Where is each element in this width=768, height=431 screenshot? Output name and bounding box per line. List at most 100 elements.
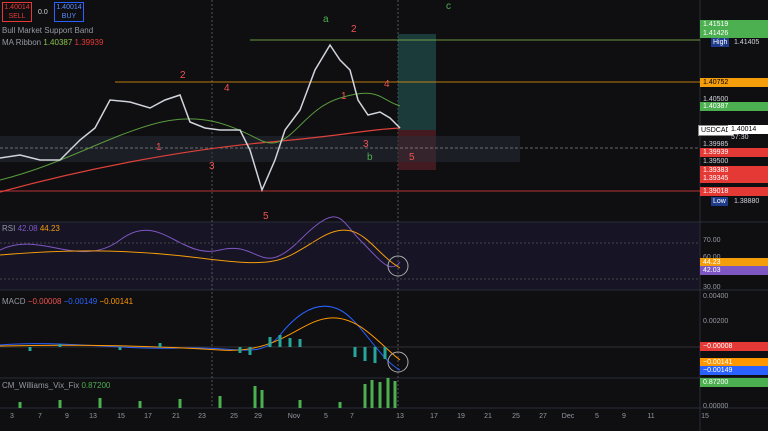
wave-label: 3 [363,139,369,150]
sell-price: 1.40014 [4,4,30,11]
wave-label: 3 [209,161,215,172]
indicator-name: RSI [2,224,16,233]
time-label: 9 [65,413,69,420]
price-label: 1.39939 [700,148,768,157]
indicator-value: 1.39939 [74,38,104,47]
sell-button[interactable]: 1.40014 SELL [2,2,32,22]
countdown: 57:30 [731,134,749,141]
rsi-label[interactable]: RSI 42.08 44.23 [2,224,60,233]
indicator-name: CM_Williams_Vix_Fix [2,381,80,390]
plot-bg [0,0,700,408]
buy-label: BUY [61,13,77,20]
indicator-value: 42.08 [17,224,38,233]
time-label: 7 [350,413,354,420]
highlight-circle [387,351,409,373]
indicator-name: MACD [2,297,26,306]
time-label: 13 [89,413,97,420]
price-label: 1.40500 [703,96,729,103]
indicator-value: 44.23 [39,224,60,233]
time-label: 25 [512,413,520,420]
time-label: 17 [144,413,152,420]
price-label: 1.39500 [703,158,729,165]
price-label: 1.41405 [734,39,760,46]
rsi-axis-label: 60.00 [700,253,768,262]
price-label: 1.38880 [734,198,760,205]
wave-label: 1 [341,91,347,102]
macd-axis-label: 0.00200 [703,318,729,325]
rsi-axis-label: 42.03 [700,266,768,275]
time-label: 13 [396,413,404,420]
ma-red [0,127,401,193]
macd-axis-label: 0.00400 [703,293,729,300]
macd-label[interactable]: MACD −0.00008 −0.00149 −0.00141 [2,297,133,306]
indicator-name: MA Ribbon [2,38,42,47]
time-label: 27 [539,413,547,420]
wave-label: c [446,1,451,12]
time-label: 11 [647,413,655,420]
price-tag: Low [711,197,728,206]
indicator-value: −0.00149 [63,297,98,306]
spread: 0.0 [38,9,48,16]
time-label: Nov [287,413,301,420]
wave-label: 1 [156,142,162,153]
wave-label: b [367,152,373,163]
rsi-pane-bg [0,222,700,290]
price-label: 1.40014 [728,125,768,134]
macd-axis-label: −0.00141 [700,358,768,367]
time-label: 23 [198,413,206,420]
price-label: 1.40387 [700,102,768,111]
highlight-circle [387,255,409,277]
time-label: 17 [430,413,438,420]
price-label: 1.39383 [700,166,768,175]
time-label: Dec [561,413,575,420]
wave-label: 4 [224,83,230,94]
indicator-label[interactable]: MA Ribbon 1.40387 1.39939 [2,38,103,47]
macd-axis-label: −0.00008 [700,342,768,351]
time-label: 21 [484,413,492,420]
price-label: 1.39345 [700,174,768,183]
price-label: 1.41519 [700,20,768,29]
indicator-label[interactable]: Bull Market Support Band [2,26,94,35]
time-label: 5 [324,413,328,420]
signal-line [0,317,401,361]
time-label: 25 [230,413,238,420]
macd-histogram [28,335,387,363]
time-label: 5 [595,413,599,420]
rsi-axis-label: 30.00 [703,284,721,291]
sell-label: SELL [8,13,26,20]
price-label: 1.40752 [700,78,768,87]
indicator-value: 1.40387 [43,38,73,47]
wave-label: 4 [384,79,390,90]
vix-axis-label: 0.00000 [703,403,729,410]
price-tag: High [711,38,730,47]
ma-green [0,92,401,181]
vix-bars [18,378,397,408]
price-label: 1.39018 [700,187,768,196]
indicator-value: −0.00008 [27,297,62,306]
time-label: 9 [622,413,626,420]
price-path [0,43,401,193]
macd-axis-label: −0.00149 [700,366,768,375]
indicator-value: −0.00141 [99,297,134,306]
wave-label: 5 [263,211,269,222]
buy-button[interactable]: 1.40014 BUY [54,2,84,22]
indicator-value: 0.87200 [81,381,111,390]
time-label: 7 [38,413,42,420]
rsi-axis-label: 70.00 [703,237,721,244]
time-label: 21 [172,413,180,420]
rsi-axis-label: 44.23 [700,258,768,267]
vix-axis-label: 0.87200 [700,378,768,387]
time-label: 19 [457,413,465,420]
price-label: 1.39985 [703,141,729,148]
time-label: 29 [254,413,262,420]
wave-label: 2 [180,70,186,81]
wave-label: a [323,14,329,25]
time-label: 15 [117,413,125,420]
time-label: 15 [701,413,709,420]
buy-price: 1.40014 [56,4,82,11]
vix-label[interactable]: CM_Williams_Vix_Fix 0.87200 [2,381,110,390]
time-label: 3 [10,413,14,420]
